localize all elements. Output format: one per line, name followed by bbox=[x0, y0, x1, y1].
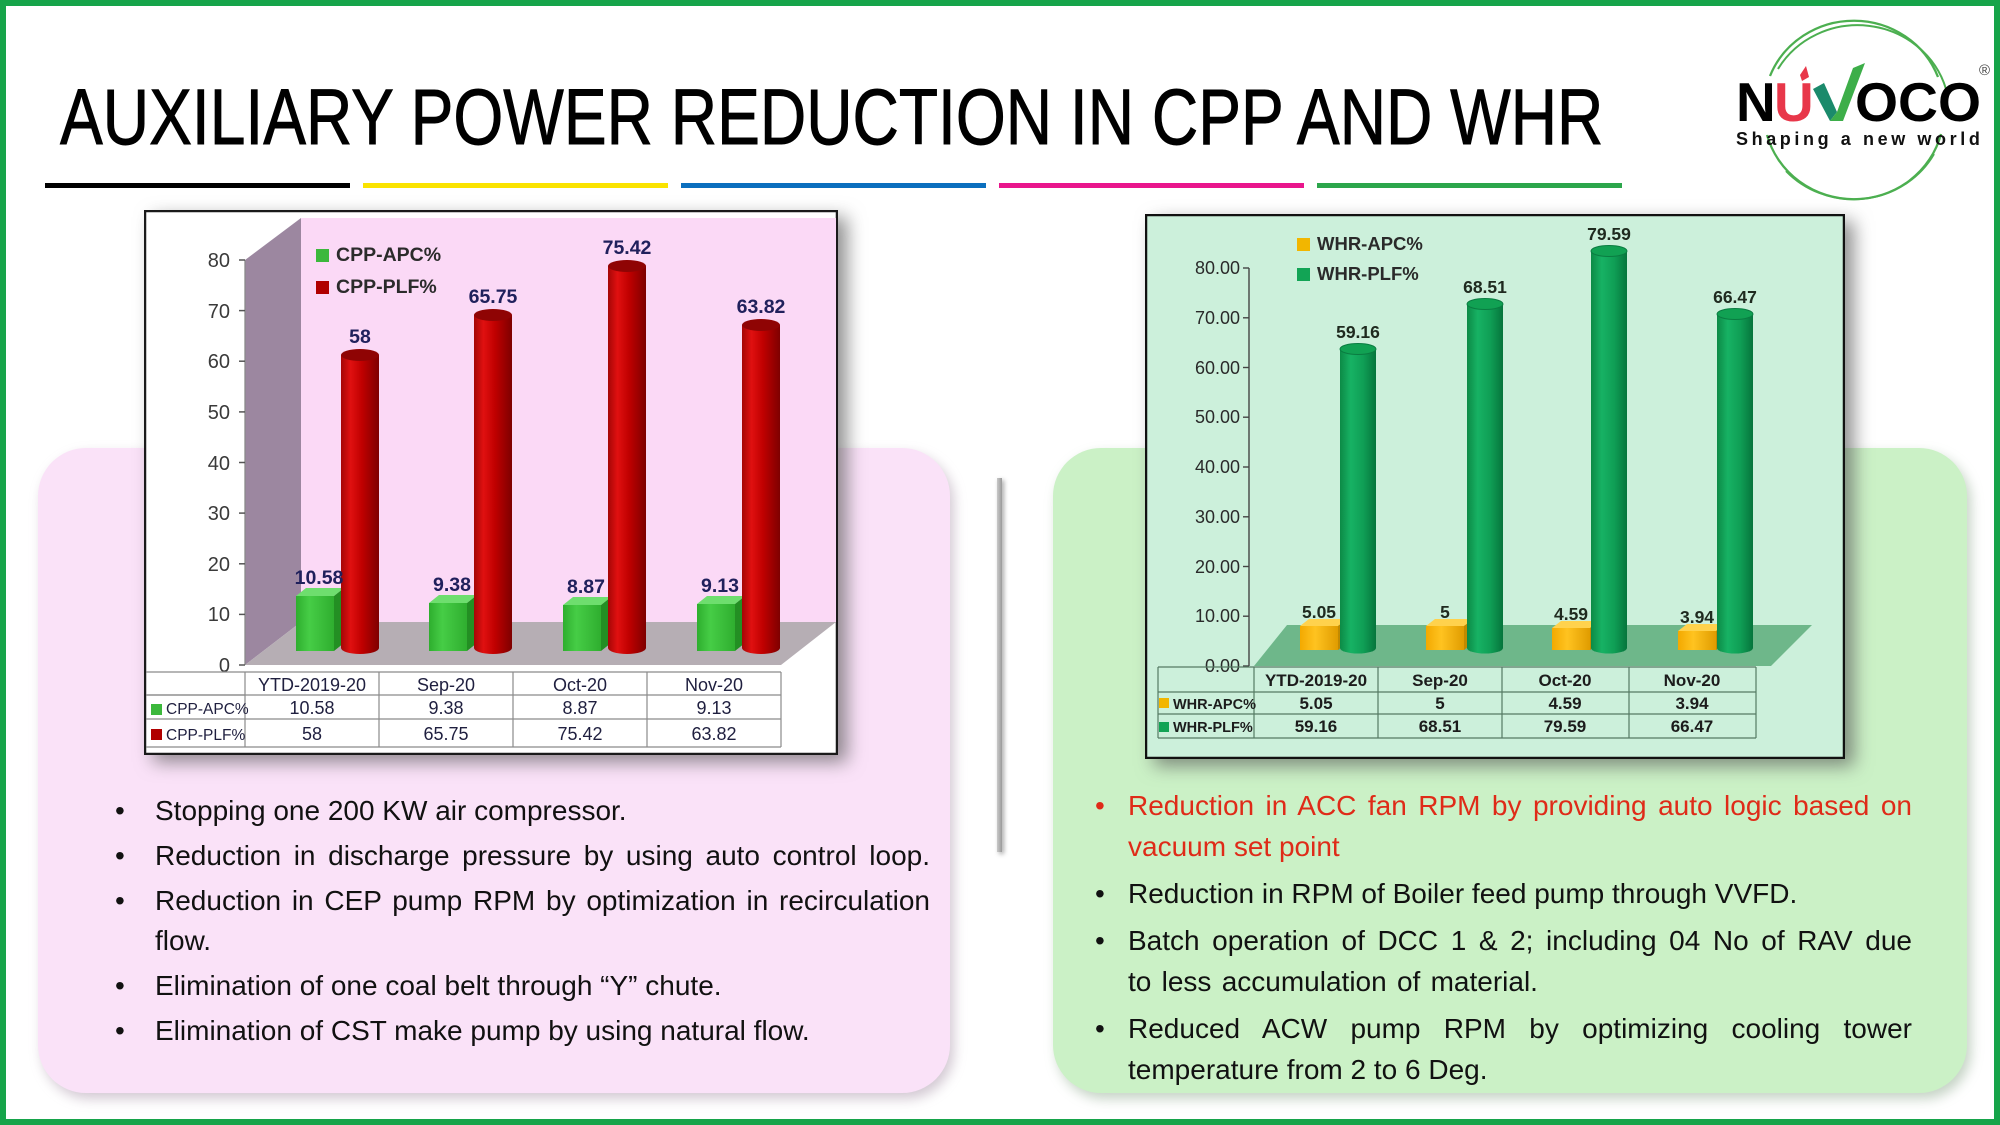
svg-text:9.13: 9.13 bbox=[701, 575, 739, 597]
svg-text:80: 80 bbox=[208, 250, 230, 272]
svg-text:75.42: 75.42 bbox=[603, 237, 652, 259]
svg-text:65.75: 65.75 bbox=[423, 724, 468, 744]
svg-text:WHR-PLF%: WHR-PLF% bbox=[1173, 720, 1253, 736]
svg-text:CPP-APC%: CPP-APC% bbox=[336, 244, 441, 266]
svg-text:68.51: 68.51 bbox=[1419, 717, 1462, 736]
svg-text:4.59: 4.59 bbox=[1554, 604, 1588, 624]
svg-text:59.16: 59.16 bbox=[1295, 717, 1338, 736]
svg-text:0: 0 bbox=[219, 655, 230, 677]
svg-text:8.87: 8.87 bbox=[567, 576, 605, 598]
svg-text:5.05: 5.05 bbox=[1302, 602, 1336, 622]
svg-text:50: 50 bbox=[208, 402, 230, 424]
svg-text:59.16: 59.16 bbox=[1336, 322, 1380, 342]
svg-text:9.13: 9.13 bbox=[696, 698, 731, 718]
svg-text:10: 10 bbox=[208, 604, 230, 626]
svg-text:WHR-APC%: WHR-APC% bbox=[1173, 697, 1256, 713]
svg-text:Nov-20: Nov-20 bbox=[1664, 671, 1721, 690]
svg-text:66.47: 66.47 bbox=[1713, 287, 1757, 307]
svg-text:10.58: 10.58 bbox=[289, 698, 334, 718]
svg-text:68.51: 68.51 bbox=[1463, 277, 1507, 297]
svg-text:5.05: 5.05 bbox=[1299, 694, 1332, 713]
svg-text:N: N bbox=[1736, 71, 1776, 133]
svg-text:58: 58 bbox=[302, 724, 322, 744]
svg-text:10.58: 10.58 bbox=[295, 567, 344, 589]
svg-text:30: 30 bbox=[208, 503, 230, 525]
svg-text:60: 60 bbox=[208, 351, 230, 373]
svg-text:20.00: 20.00 bbox=[1195, 557, 1240, 577]
svg-text:OCO: OCO bbox=[1855, 71, 1981, 133]
svg-text:63.82: 63.82 bbox=[691, 724, 736, 744]
svg-text:WHR-APC%: WHR-APC% bbox=[1317, 233, 1423, 254]
svg-text:70.00: 70.00 bbox=[1195, 308, 1240, 328]
svg-text:58: 58 bbox=[349, 326, 371, 348]
svg-text:79.59: 79.59 bbox=[1587, 224, 1631, 244]
svg-text:CPP-APC%: CPP-APC% bbox=[166, 701, 249, 718]
svg-text:40.00: 40.00 bbox=[1195, 457, 1240, 477]
svg-text:0.00: 0.00 bbox=[1205, 656, 1240, 676]
svg-text:75.42: 75.42 bbox=[557, 724, 602, 744]
svg-text:5: 5 bbox=[1435, 694, 1444, 713]
svg-text:9.38: 9.38 bbox=[428, 698, 463, 718]
svg-text:U: U bbox=[1774, 71, 1814, 133]
svg-text:CPP-PLF%: CPP-PLF% bbox=[166, 727, 245, 744]
svg-text:9.38: 9.38 bbox=[433, 574, 471, 596]
svg-text:80.00: 80.00 bbox=[1195, 258, 1240, 278]
svg-text:20: 20 bbox=[208, 554, 230, 576]
svg-text:65.75: 65.75 bbox=[469, 286, 518, 308]
svg-text:YTD-2019-20: YTD-2019-20 bbox=[258, 675, 366, 695]
svg-text:Sep-20: Sep-20 bbox=[417, 675, 475, 695]
svg-text:3.94: 3.94 bbox=[1680, 607, 1714, 627]
svg-text:WHR-PLF%: WHR-PLF% bbox=[1317, 263, 1419, 284]
svg-text:63.82: 63.82 bbox=[737, 296, 786, 318]
svg-text:Shaping a new world: Shaping a new world bbox=[1736, 129, 1983, 149]
svg-text:Oct-20: Oct-20 bbox=[1539, 671, 1592, 690]
svg-text:70: 70 bbox=[208, 301, 230, 323]
svg-text:®: ® bbox=[1979, 62, 1990, 79]
svg-text:8.87: 8.87 bbox=[562, 698, 597, 718]
svg-text:50.00: 50.00 bbox=[1195, 407, 1240, 427]
svg-text:30.00: 30.00 bbox=[1195, 507, 1240, 527]
svg-text:40: 40 bbox=[208, 453, 230, 475]
svg-text:CPP-PLF%: CPP-PLF% bbox=[336, 276, 437, 298]
svg-text:66.47: 66.47 bbox=[1671, 717, 1714, 736]
svg-text:3.94: 3.94 bbox=[1675, 694, 1709, 713]
svg-text:YTD-2019-20: YTD-2019-20 bbox=[1265, 671, 1367, 690]
svg-text:Oct-20: Oct-20 bbox=[553, 675, 607, 695]
svg-text:Sep-20: Sep-20 bbox=[1412, 671, 1468, 690]
svg-text:5: 5 bbox=[1440, 602, 1450, 622]
svg-text:60.00: 60.00 bbox=[1195, 358, 1240, 378]
svg-text:10.00: 10.00 bbox=[1195, 606, 1240, 626]
svg-text:Nov-20: Nov-20 bbox=[685, 675, 743, 695]
svg-text:4.59: 4.59 bbox=[1548, 694, 1581, 713]
svg-text:79.59: 79.59 bbox=[1544, 717, 1587, 736]
